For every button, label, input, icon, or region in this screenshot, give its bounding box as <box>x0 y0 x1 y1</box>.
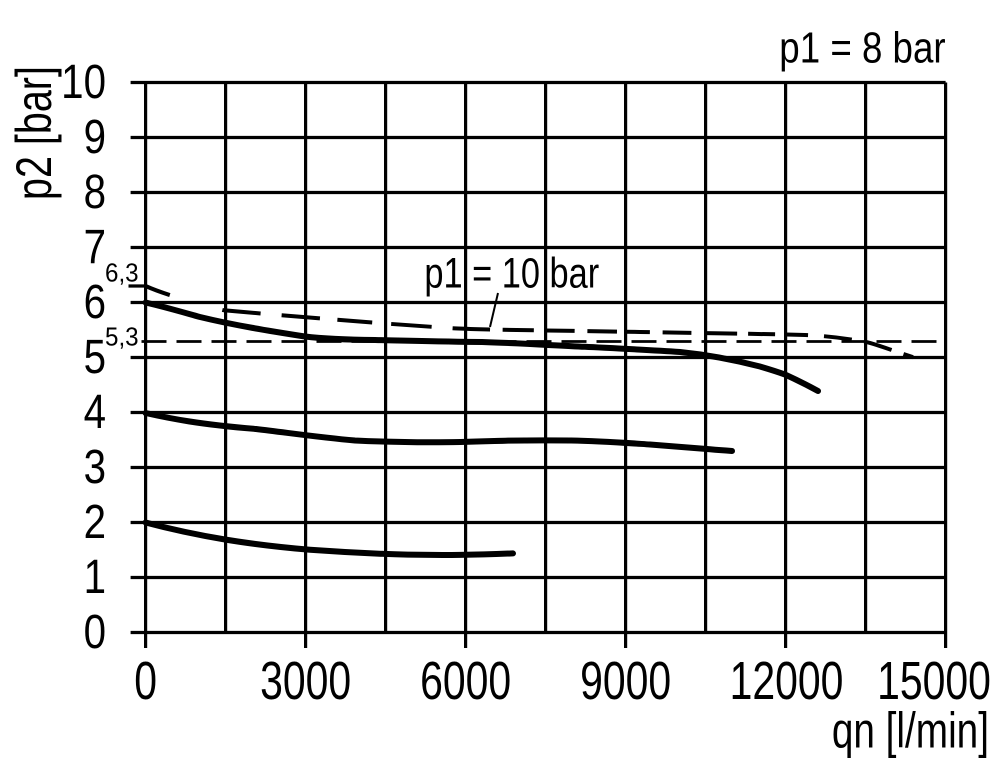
svg-text:5,3: 5,3 <box>105 323 139 352</box>
svg-text:12000: 12000 <box>730 652 844 712</box>
svg-text:3000: 3000 <box>260 652 351 712</box>
svg-text:5: 5 <box>84 331 106 384</box>
svg-text:1: 1 <box>84 551 106 604</box>
svg-text:6,3: 6,3 <box>105 259 139 288</box>
svg-text:9: 9 <box>84 111 106 164</box>
svg-text:0: 0 <box>134 652 157 712</box>
svg-text:p1 = 10 bar: p1 = 10 bar <box>424 250 599 297</box>
svg-text:10: 10 <box>61 56 106 109</box>
svg-text:4: 4 <box>84 386 106 439</box>
svg-text:qn [l/min]: qn [l/min] <box>832 704 989 759</box>
svg-text:8: 8 <box>84 166 106 219</box>
svg-text:p2 [bar]: p2 [bar] <box>6 66 63 200</box>
svg-text:15000: 15000 <box>877 652 991 712</box>
svg-text:6: 6 <box>84 276 106 329</box>
svg-text:3: 3 <box>84 441 106 494</box>
svg-text:7: 7 <box>84 221 106 274</box>
svg-text:2: 2 <box>84 496 106 549</box>
svg-text:p1 = 8 bar: p1 = 8 bar <box>779 23 945 72</box>
svg-text:0: 0 <box>84 606 106 659</box>
svg-text:6000: 6000 <box>420 652 511 712</box>
svg-text:9000: 9000 <box>580 652 671 712</box>
